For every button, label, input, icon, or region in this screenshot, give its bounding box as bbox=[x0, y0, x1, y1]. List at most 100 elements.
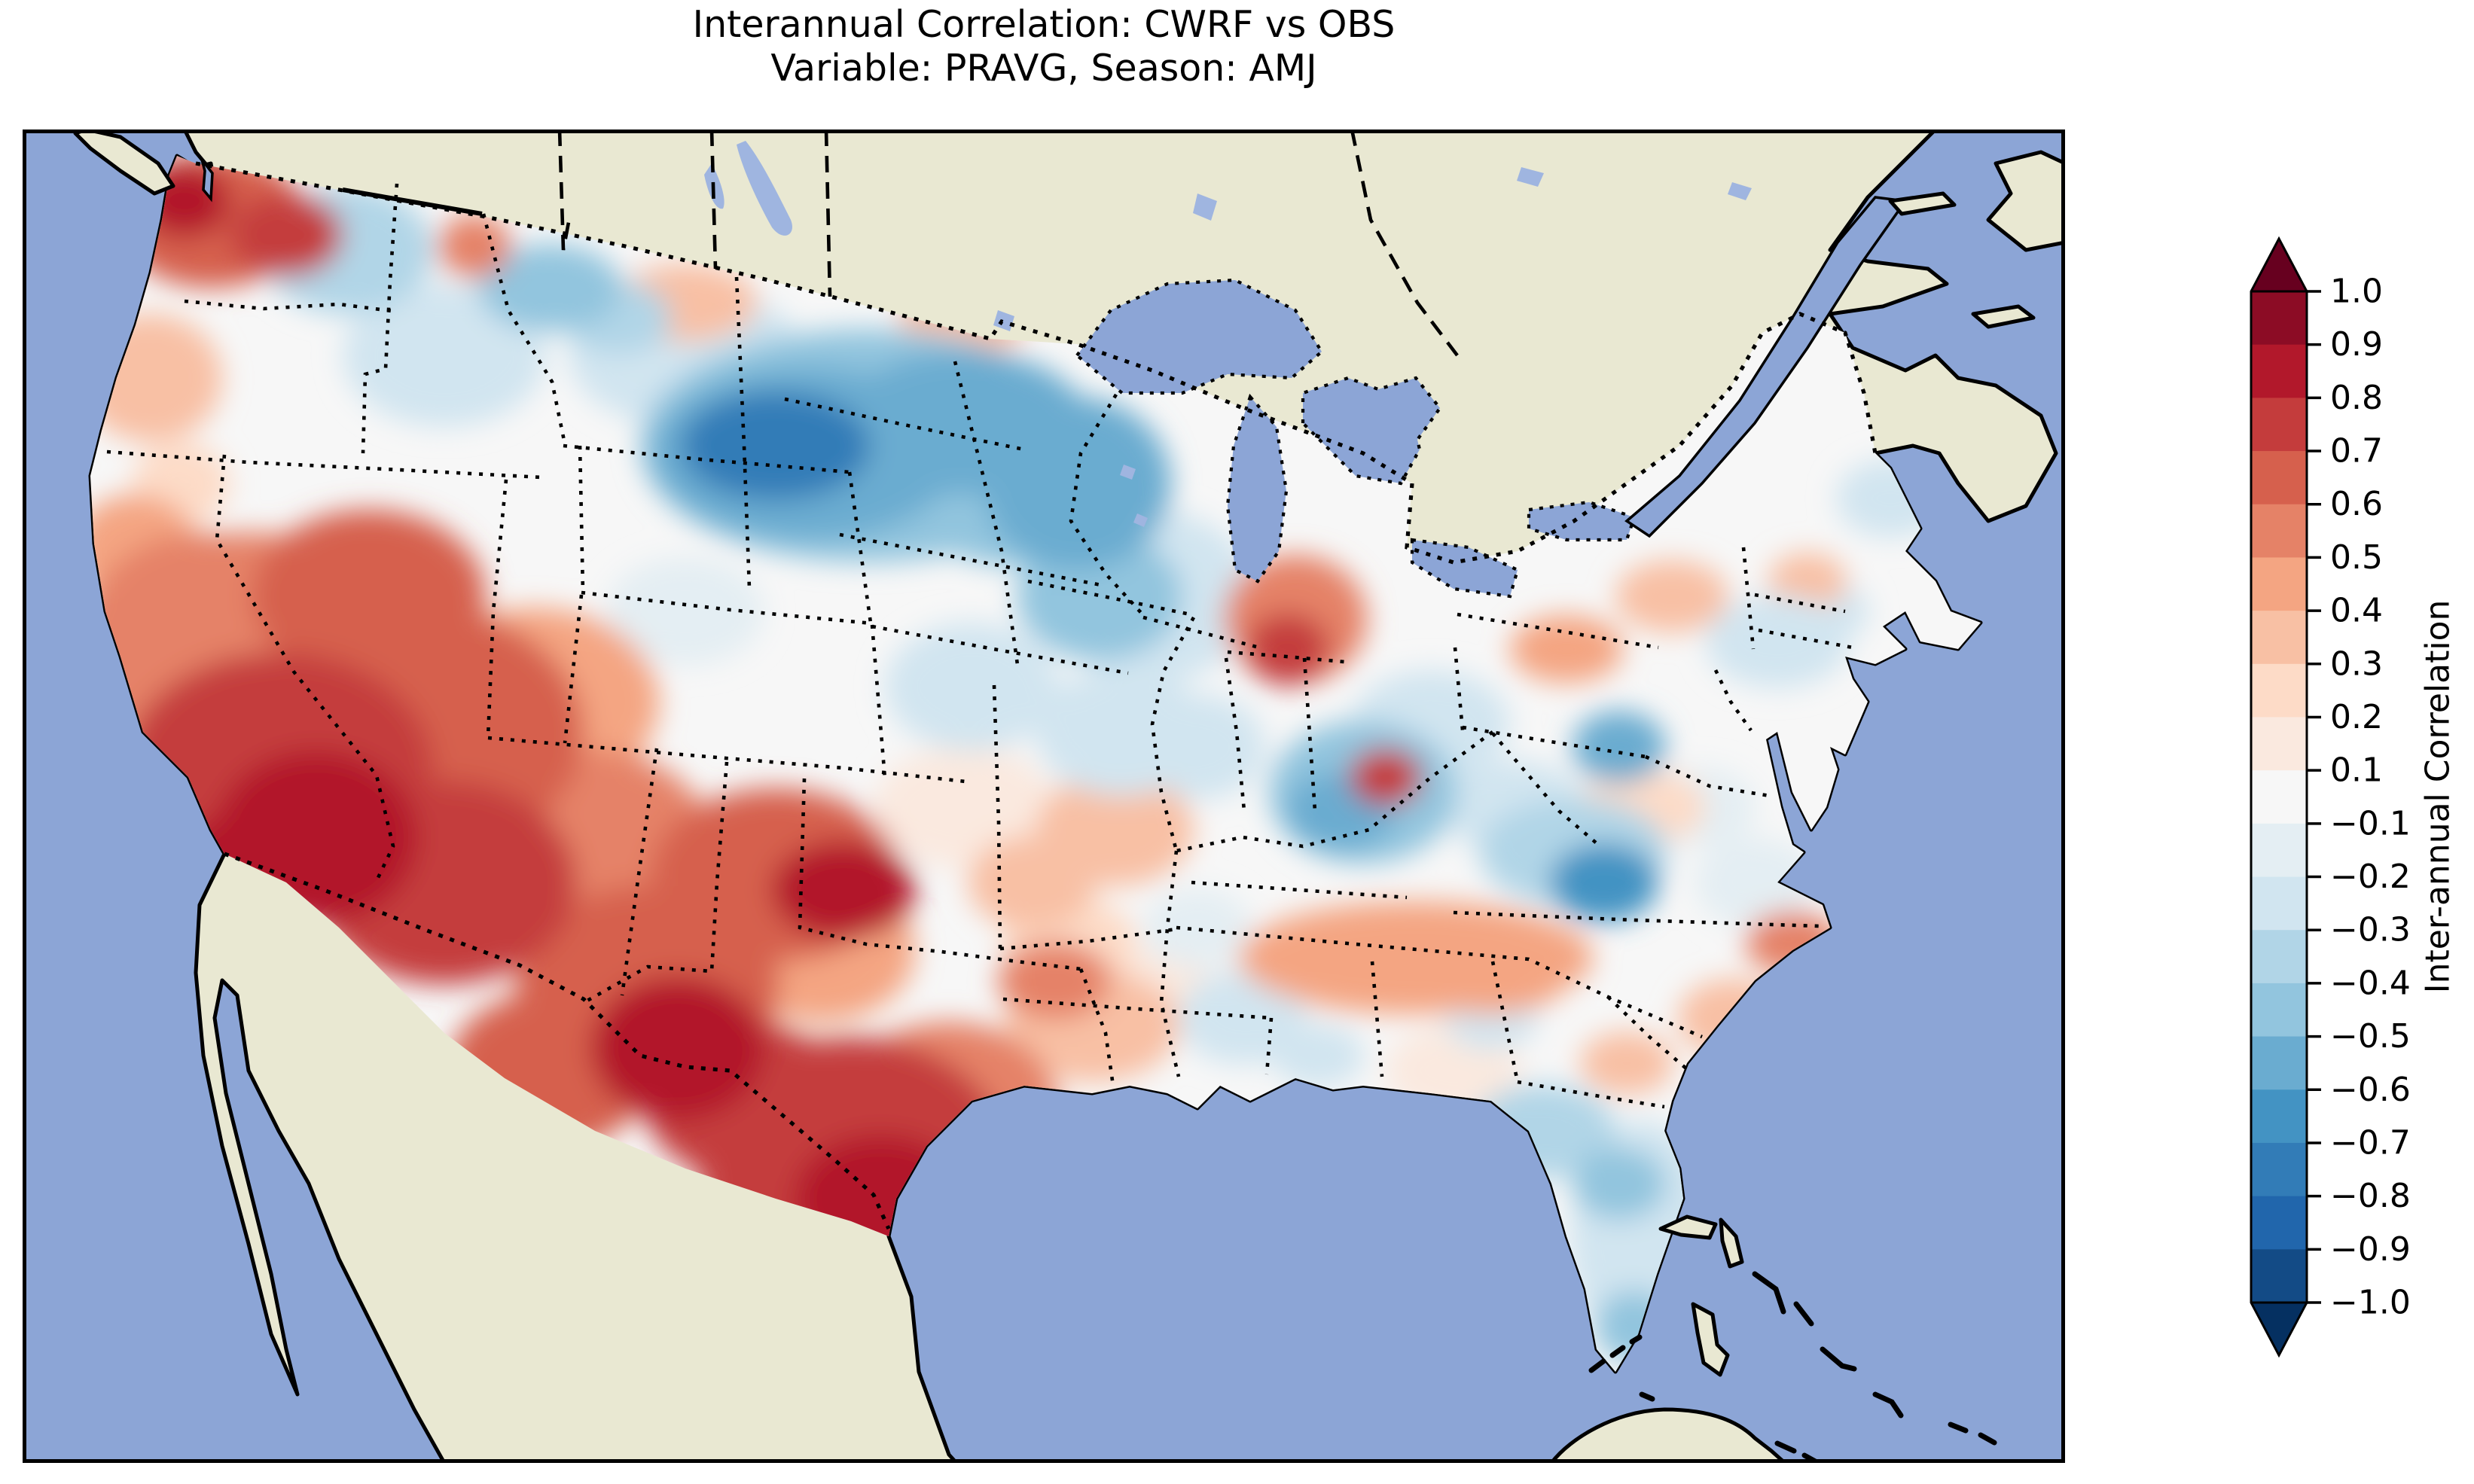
country-borders bbox=[195, 161, 1878, 1230]
colorbar-segment bbox=[2251, 1249, 2307, 1303]
corr-region-montana-border-west bbox=[438, 215, 511, 278]
andros-island bbox=[1691, 1302, 1730, 1377]
corr-region-idaho-south bbox=[343, 284, 546, 427]
colorbar-segment bbox=[2251, 504, 2307, 559]
al-ga-border bbox=[1490, 961, 1520, 1083]
vt-ma-border bbox=[1754, 593, 1846, 614]
colorbar-segment bbox=[2251, 557, 2307, 611]
corr-region-colorado-south-core bbox=[772, 841, 915, 939]
wy-east-border bbox=[847, 471, 873, 623]
37n-border bbox=[487, 736, 966, 784]
corr-region-pamlico-sound bbox=[1550, 843, 1658, 922]
wi-il-border bbox=[1142, 615, 1260, 650]
long-island-bahamas bbox=[1820, 1346, 1857, 1372]
corr-region-nebraska-east bbox=[885, 623, 1058, 751]
quebec-lake-2 bbox=[1728, 182, 1752, 200]
cuba bbox=[1549, 1407, 1787, 1465]
42n-border bbox=[106, 449, 543, 480]
wy-co-border bbox=[581, 590, 873, 626]
colorbar-under-arrow bbox=[2251, 1303, 2307, 1355]
nm-tx-border bbox=[584, 761, 729, 1004]
eleuthera bbox=[1752, 1271, 1786, 1315]
colorbar-segment bbox=[2251, 1142, 2307, 1197]
vancouver-island bbox=[73, 127, 175, 196]
colorbar-label: Inter-annual Correlation bbox=[2418, 599, 2457, 994]
ga-fl-border bbox=[1517, 1080, 1665, 1109]
colorbar-tick-label: 0.2 bbox=[2330, 698, 2383, 736]
in-oh-border bbox=[1302, 657, 1317, 812]
lake-nipigon bbox=[1193, 193, 1217, 221]
corr-region-delmarva bbox=[1573, 711, 1666, 783]
corr-region-ny-pa bbox=[1510, 615, 1623, 683]
sask-manitoba-border bbox=[824, 129, 832, 297]
sd-nd-border bbox=[784, 397, 1025, 452]
islands bbox=[73, 127, 2067, 1466]
newfoundland bbox=[1986, 150, 2067, 252]
grand-bahama bbox=[1658, 1214, 1718, 1240]
corr-region-wyoming-spot bbox=[606, 557, 764, 666]
nj-pa-border bbox=[1713, 669, 1753, 732]
il-in-border bbox=[1224, 657, 1246, 812]
tn-south-nc-sc-border bbox=[1176, 925, 1703, 1039]
corr-region-louisiana-ms bbox=[1179, 971, 1307, 1065]
turks-islets bbox=[1948, 1422, 1997, 1446]
lake-winnipeg bbox=[737, 141, 792, 236]
lake-michigan bbox=[1225, 393, 1289, 584]
corr-region-nevada-north bbox=[252, 510, 486, 683]
corr-region-kentucky-spot bbox=[1350, 748, 1422, 806]
corr-region-canadian-border-mt bbox=[478, 244, 621, 331]
colorbar-tick-label: −0.4 bbox=[2330, 964, 2411, 1002]
colorbar-tick-label: −0.9 bbox=[2330, 1230, 2411, 1269]
colorbar-tick-label: 0.3 bbox=[2330, 644, 2383, 683]
corr-region-arkansas-north bbox=[1143, 888, 1252, 967]
corr-region-north-louisiana bbox=[998, 941, 1111, 1019]
corr-region-mississippi-south bbox=[1271, 1024, 1365, 1087]
colorbar-tick-label: 0.9 bbox=[2330, 325, 2383, 364]
ok-border bbox=[798, 778, 1081, 971]
lake-erie bbox=[1410, 538, 1520, 599]
corr-region-florida-north bbox=[1573, 1147, 1666, 1220]
corr-region-tennessee-east bbox=[1412, 931, 1570, 1014]
colorbar-tick-label: 0.8 bbox=[2330, 379, 2383, 417]
cay-sal bbox=[1639, 1391, 1655, 1402]
corr-region-iowa bbox=[1036, 668, 1209, 796]
colorbar-tick-label: 0.4 bbox=[2330, 592, 2383, 630]
corr-region-michigan-core bbox=[1246, 613, 1329, 685]
colorbar-segment bbox=[2251, 1089, 2307, 1144]
la-ms-border bbox=[1264, 1017, 1274, 1075]
title-line-2: Variable: PRAVG, Season: AMJ bbox=[770, 47, 1317, 90]
abaco bbox=[1719, 1217, 1744, 1269]
ks-ne-border bbox=[871, 624, 1129, 675]
crooked-island bbox=[1872, 1391, 1904, 1418]
anticosti-island bbox=[1888, 191, 1957, 216]
oh-pa-border bbox=[1453, 647, 1465, 731]
colorbar-segment bbox=[2251, 1196, 2307, 1250]
corr-region-new-england bbox=[1706, 595, 1849, 688]
wy-west-border bbox=[578, 445, 585, 593]
colorbar-tick-label: 1.0 bbox=[2330, 273, 2383, 311]
tx-la-border bbox=[1078, 968, 1115, 1086]
colorbar-tick-label: −1.0 bbox=[2330, 1284, 2411, 1322]
colorbar-segment bbox=[2251, 983, 2307, 1038]
colorbar-tick-label: −0.5 bbox=[2330, 1017, 2411, 1056]
colorbar-segment bbox=[2251, 451, 2307, 505]
province-borders bbox=[557, 129, 1459, 357]
colorbar-segment bbox=[2251, 611, 2307, 665]
corr-region-new-mexico-core bbox=[591, 977, 764, 1120]
colorbar-segment bbox=[2251, 823, 2307, 878]
state-borders bbox=[106, 183, 1853, 1109]
colorbar-segment bbox=[2251, 663, 2307, 718]
nv-ut-border bbox=[486, 479, 508, 739]
mn-wi-border bbox=[1069, 393, 1145, 617]
figure-title: Interannual Correlation: CWRF vs OBS Var… bbox=[23, 3, 2065, 90]
colorbar-tick-label: −0.8 bbox=[2330, 1177, 2411, 1215]
potomac-border bbox=[1645, 754, 1771, 798]
colorbar-segment bbox=[2251, 930, 2307, 984]
mn-dakotas-border bbox=[953, 361, 1020, 671]
colorbar-segment bbox=[2251, 398, 2307, 452]
lake-of-the-woods bbox=[993, 310, 1014, 331]
colorbar-tick-label: −0.1 bbox=[2330, 804, 2411, 843]
corr-region-kansas-missouri bbox=[968, 836, 1096, 929]
puget-sound-water bbox=[200, 158, 214, 203]
colorbar-tick-label: 0.6 bbox=[2330, 485, 2383, 523]
